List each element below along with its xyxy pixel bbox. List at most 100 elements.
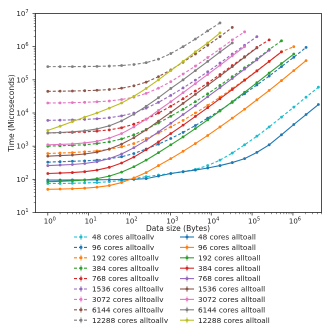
- y-tick-label-6-base: 10: [16, 10, 25, 18]
- y-tick-label-0-exp: 1: [25, 208, 28, 214]
- y-tick-label-2: 103: [16, 142, 28, 151]
- series-9-point: [193, 168, 197, 172]
- series-6-point: [169, 80, 173, 84]
- x-tick-label-6-base: 10: [289, 218, 298, 226]
- y-tick-label-4: 105: [16, 75, 28, 84]
- x-tick-label-6-exp: 6: [298, 217, 301, 223]
- series-1-point: [157, 142, 160, 146]
- series-17-point: [206, 41, 210, 45]
- series-5-point: [157, 100, 160, 104]
- series-13-point: [267, 48, 271, 52]
- series-2-point: [169, 125, 173, 129]
- legend-item-8: 12288 cores alltoallv: [74, 316, 169, 325]
- series-0-point: [70, 181, 74, 185]
- series-17-point: [181, 59, 185, 63]
- series-10-point: [267, 89, 271, 92]
- series-13-point: [46, 164, 50, 167]
- series-0-point: [144, 175, 148, 179]
- series-14-point: [157, 119, 160, 123]
- series-5-point: [193, 78, 197, 82]
- series-16-point: [107, 124, 111, 128]
- series-14-point: [169, 110, 173, 114]
- series-16-point: [181, 78, 185, 82]
- x-tick-label-3-base: 10: [166, 218, 175, 226]
- legend-label-8: 12288 cores alltoallv: [92, 316, 169, 325]
- series-3-point: [107, 140, 111, 144]
- series-16: [46, 41, 234, 135]
- series-15-point: [46, 143, 50, 147]
- series-2-point: [181, 118, 185, 122]
- series-16-point: [193, 69, 197, 72]
- series-12-point: [206, 106, 210, 110]
- series-9-point: [316, 103, 320, 106]
- series-9-point: [304, 113, 308, 116]
- series-14-point: [95, 150, 99, 154]
- series-12-point: [193, 114, 197, 118]
- series-line-8: [47, 22, 221, 68]
- series-6-point: [70, 101, 74, 105]
- series-10-point: [157, 164, 160, 167]
- series-6-point: [230, 38, 234, 42]
- legend-label-17: 12288 cores alltoall: [198, 316, 270, 325]
- series-3: [46, 39, 283, 148]
- series-14-point: [206, 83, 210, 87]
- series-7-point: [230, 26, 234, 29]
- series-13-point: [83, 162, 87, 165]
- series-13-point: [193, 104, 197, 108]
- series-14-point: [132, 136, 136, 140]
- series-line-1: [47, 46, 307, 163]
- series-10-point: [95, 185, 99, 189]
- series-10-point: [255, 98, 259, 102]
- series-9-point: [292, 123, 296, 126]
- series-0-point: [206, 164, 210, 167]
- series-13-point: [107, 157, 111, 161]
- series-16-point: [58, 131, 62, 134]
- series-2-point: [58, 151, 62, 155]
- legend-swatch-marker: [185, 318, 189, 322]
- series-7-point: [206, 43, 210, 47]
- series-5-point: [46, 118, 50, 122]
- series-15-point: [58, 143, 62, 146]
- series-1-point: [292, 55, 296, 59]
- series-6: [46, 30, 246, 105]
- series-15: [46, 45, 246, 147]
- legend-item-14: 1536 cores alltoall: [180, 285, 265, 294]
- series-17-point: [46, 128, 50, 132]
- series-5-point: [181, 86, 185, 90]
- series-16-point: [230, 41, 234, 45]
- series-8-point: [107, 64, 111, 68]
- series-10-point: [243, 107, 246, 111]
- series-12-point: [83, 170, 87, 174]
- series-line-13: [47, 49, 270, 167]
- series-4-point: [95, 129, 99, 133]
- y-tick-label-2-exp: 3: [25, 142, 28, 148]
- series-1-point: [169, 137, 173, 140]
- series-12-point: [280, 50, 283, 54]
- series-0: [46, 85, 320, 185]
- series-13: [46, 48, 271, 167]
- legend-item-13: 768 cores alltoall: [180, 274, 261, 283]
- series-17-point: [120, 101, 123, 105]
- series-1-point: [181, 131, 185, 134]
- legend-item-4: 768 cores alltoallv: [74, 274, 160, 283]
- series-15-point: [218, 63, 222, 67]
- series-10-point: [206, 134, 210, 137]
- legend-item-3: 384 cores alltoallv: [74, 264, 160, 273]
- y-tick-label-6: 107: [16, 9, 28, 18]
- series-12-point: [218, 97, 222, 101]
- series-11-point: [255, 81, 259, 85]
- series-0-point: [218, 158, 222, 162]
- series-14-point: [144, 128, 148, 132]
- series-5-point: [255, 35, 259, 39]
- x-tick-label-3-exp: 3: [175, 217, 178, 223]
- legend-swatch-marker: [79, 287, 83, 291]
- series-line-6: [47, 31, 245, 104]
- legend-swatch-marker: [185, 266, 189, 270]
- series-2-point: [120, 145, 123, 149]
- series-2-point: [46, 152, 50, 155]
- series-10-point: [292, 69, 296, 72]
- series-14-point: [83, 152, 87, 156]
- series-17-point: [95, 111, 99, 115]
- series-17: [46, 31, 222, 132]
- series-0-point: [304, 95, 308, 99]
